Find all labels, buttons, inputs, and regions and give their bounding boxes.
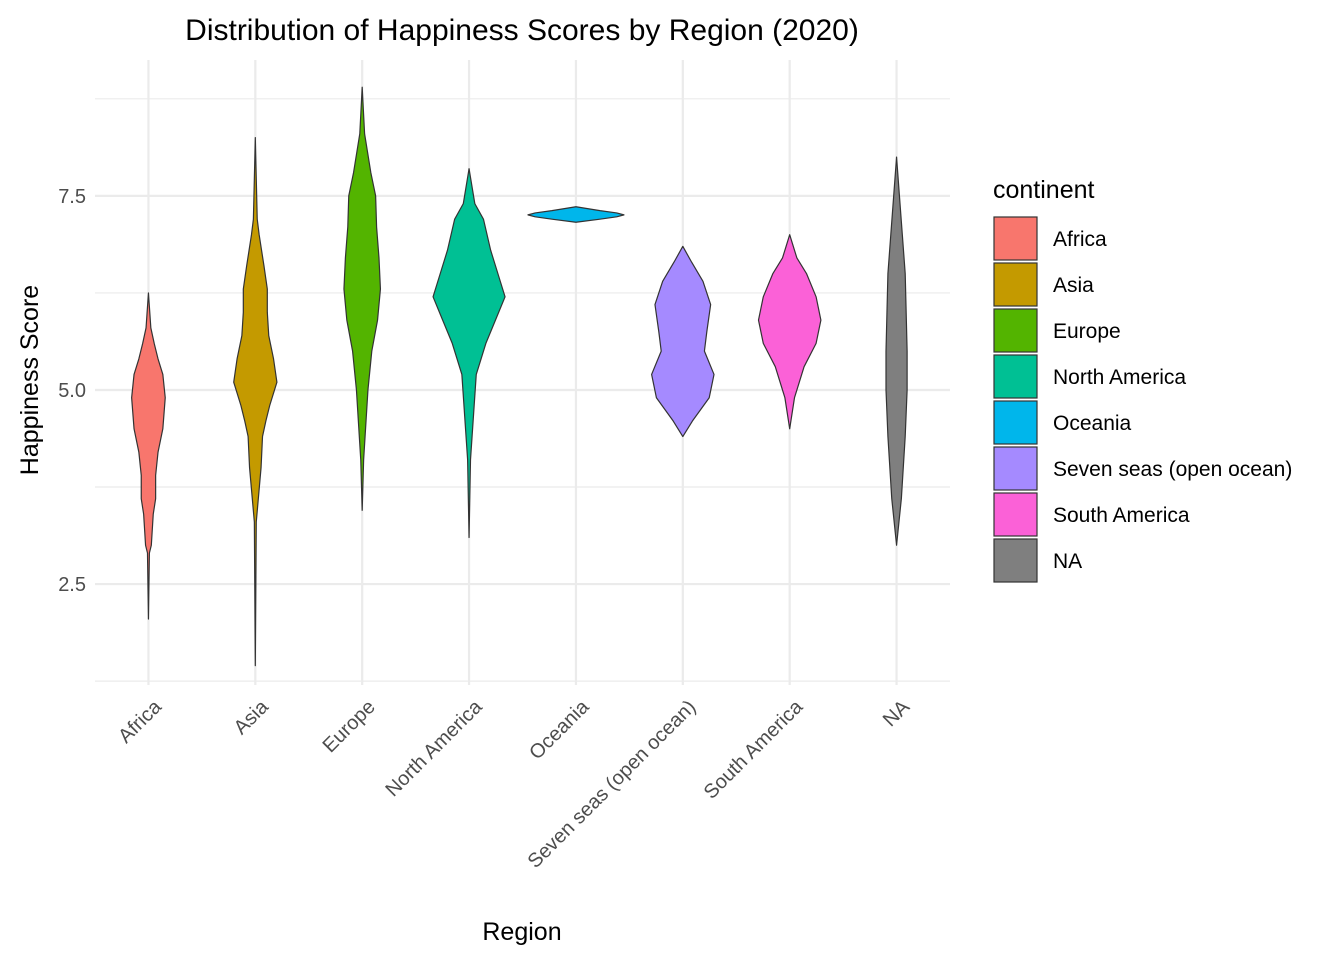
x-tick-label-0: Africa: [114, 695, 166, 747]
legend-title: continent: [993, 176, 1095, 204]
violins: [131, 86, 908, 667]
legend-key-3: [993, 354, 1038, 399]
legend-label-7: NA: [1053, 550, 1082, 573]
x-tick-label-2: Europe: [319, 696, 380, 757]
legend-key-4: [993, 400, 1038, 445]
x-tick-label-3: North America: [381, 695, 487, 801]
legend-key-7: [993, 538, 1038, 583]
violin-south-america: [757, 234, 822, 430]
x-tick-label-6: South America: [700, 695, 808, 803]
violin-asia: [233, 137, 278, 667]
y-axis-ticks: 2.5 5.0 7.5: [58, 186, 86, 596]
legend-label-0: Africa: [1053, 228, 1107, 251]
x-tick-label-1: Asia: [230, 695, 274, 739]
y-tick-label-1: 5.0: [58, 380, 86, 402]
legend-label-2: Europe: [1053, 320, 1121, 343]
legend-label-5: Seven seas (open ocean): [1053, 458, 1292, 481]
violin-oceania: [527, 206, 625, 223]
legend-key-0: [993, 216, 1038, 261]
x-axis-label: Region: [482, 918, 561, 946]
violin-africa: [131, 292, 166, 620]
x-axis-ticks: Africa Asia Europe North America OceaniaSeve…: [114, 695, 914, 872]
legend-key-5: [993, 446, 1038, 491]
y-tick-label-2: 7.5: [58, 186, 86, 208]
violin-europe: [343, 86, 382, 511]
y-tick-label-0: 2.5: [58, 574, 86, 596]
legend-label-1: Asia: [1053, 274, 1094, 297]
legend-items: Africa Asia Europe North America Oceania Seve…: [993, 216, 1292, 583]
x-tick-label-7: NA: [879, 696, 915, 732]
x-tick-label-4: Oceania: [525, 695, 594, 764]
violin-north-america: [432, 168, 506, 539]
legend-label-4: Oceania: [1053, 412, 1132, 435]
violin-seven-seas-open-ocean-: [651, 245, 715, 438]
legend-key-6: [993, 492, 1038, 537]
legend-key-2: [993, 308, 1038, 353]
legend-label-3: North America: [1053, 366, 1186, 389]
legend-key-1: [993, 262, 1038, 307]
chart-title: Distribution of Happiness Scores by Regi…: [185, 14, 859, 47]
legend-label-6: South America: [1053, 504, 1190, 527]
grid: [95, 60, 950, 685]
y-axis-label: Happiness Score: [16, 285, 44, 475]
violin-na: [885, 156, 908, 546]
legend: continent Africa Asia Europe North America O…: [993, 176, 1292, 583]
